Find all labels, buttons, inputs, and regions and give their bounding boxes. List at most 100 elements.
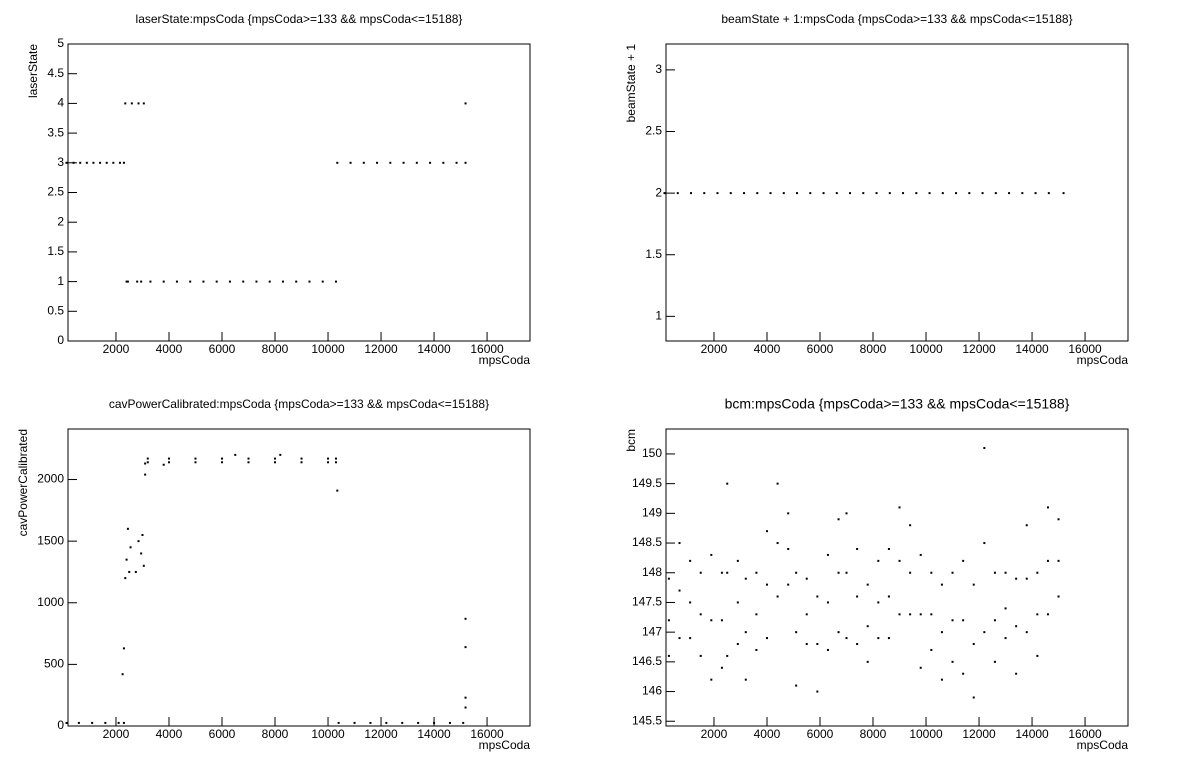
data-point: [167, 461, 170, 464]
data-point: [835, 192, 838, 195]
data-point: [930, 613, 933, 616]
data-point: [993, 571, 996, 574]
data-point: [129, 546, 132, 549]
data-point: [720, 666, 723, 669]
data-point: [845, 571, 848, 574]
x-tick-label: 12000: [962, 342, 996, 356]
data-point: [887, 547, 890, 550]
data-point: [1025, 524, 1028, 527]
x-tick-label: 8000: [262, 727, 289, 741]
data-point: [765, 637, 768, 640]
data-point: [743, 192, 746, 195]
data-point: [162, 463, 165, 466]
data-point: [887, 637, 890, 640]
data-point: [118, 161, 121, 164]
data-point: [816, 595, 819, 598]
y-tick-label: 147.5: [632, 595, 662, 609]
x-axis-label: mpsCoda: [479, 738, 531, 752]
data-point: [951, 660, 954, 663]
data-point: [65, 721, 68, 724]
data-point: [234, 453, 237, 456]
data-point: [756, 192, 759, 195]
data-point: [1004, 571, 1007, 574]
data-point: [308, 280, 311, 283]
data-point: [898, 613, 901, 616]
data-point: [729, 192, 732, 195]
data-point: [137, 540, 140, 543]
data-point: [144, 462, 147, 465]
data-point: [866, 625, 869, 628]
data-point: [769, 192, 772, 195]
data-point: [856, 595, 859, 598]
x-tick-label: 16000: [1068, 727, 1102, 741]
data-point: [710, 553, 713, 556]
data-point: [336, 489, 339, 492]
data-point: [215, 280, 218, 283]
data-point: [776, 595, 779, 598]
data-point: [837, 518, 840, 521]
data-point: [1008, 192, 1011, 195]
data-point: [255, 280, 258, 283]
data-point: [125, 558, 128, 561]
data-point: [125, 280, 128, 283]
data-point: [898, 506, 901, 509]
data-point: [167, 457, 170, 460]
data-point: [464, 706, 467, 709]
data-point: [72, 161, 75, 164]
data-point: [940, 583, 943, 586]
data-point: [462, 721, 465, 724]
data-point: [112, 161, 115, 164]
data-point: [909, 571, 912, 574]
y-tick-label: 0: [57, 333, 64, 347]
chart-title: laserState:mpsCoda {mpsCoda>=133 && mpsC…: [136, 12, 463, 26]
data-point: [448, 721, 451, 724]
data-point: [720, 619, 723, 622]
data-point: [1036, 654, 1039, 657]
data-point: [464, 617, 467, 620]
data-point: [464, 161, 467, 164]
x-tick-label: 12000: [364, 342, 398, 356]
data-point: [1046, 559, 1049, 562]
data-point: [919, 613, 922, 616]
data-point: [321, 280, 324, 283]
data-point: [433, 721, 436, 724]
data-point: [99, 161, 102, 164]
x-tick-label: 12000: [364, 727, 398, 741]
data-point: [866, 660, 869, 663]
y-tick-label: 149.5: [632, 476, 662, 490]
x-tick-label: 14000: [417, 727, 451, 741]
data-point: [327, 457, 330, 460]
data-point: [140, 552, 143, 555]
x-tick-label: 14000: [417, 342, 451, 356]
data-point: [915, 192, 918, 195]
data-point: [951, 619, 954, 622]
x-tick-label: 10000: [909, 727, 943, 741]
data-point: [142, 564, 145, 567]
x-tick-label: 16000: [1068, 342, 1102, 356]
data-point: [796, 192, 799, 195]
data-point: [837, 571, 840, 574]
data-point: [805, 577, 808, 580]
y-tick-label: 4: [57, 96, 64, 110]
data-point: [930, 571, 933, 574]
data-point: [221, 461, 223, 464]
data-point: [1025, 577, 1028, 580]
data-point: [242, 280, 245, 283]
data-point: [126, 280, 129, 283]
plot-frame: [67, 428, 531, 727]
data-point: [415, 161, 418, 164]
data-point: [689, 637, 692, 640]
x-tick-label: 6000: [209, 727, 236, 741]
data-point: [1004, 637, 1007, 640]
data-point: [1034, 192, 1037, 195]
data-point: [962, 559, 965, 562]
chart-title: cavPowerCalibrated:mpsCoda {mpsCoda>=133…: [109, 397, 489, 411]
y-tick-label: 2: [57, 214, 64, 228]
y-tick-label: 1: [57, 274, 64, 288]
data-point: [667, 619, 670, 622]
data-point: [442, 161, 445, 164]
data-point: [866, 583, 869, 586]
data-point: [122, 161, 125, 164]
data-point: [228, 280, 231, 283]
x-tick-label: 4000: [156, 727, 183, 741]
